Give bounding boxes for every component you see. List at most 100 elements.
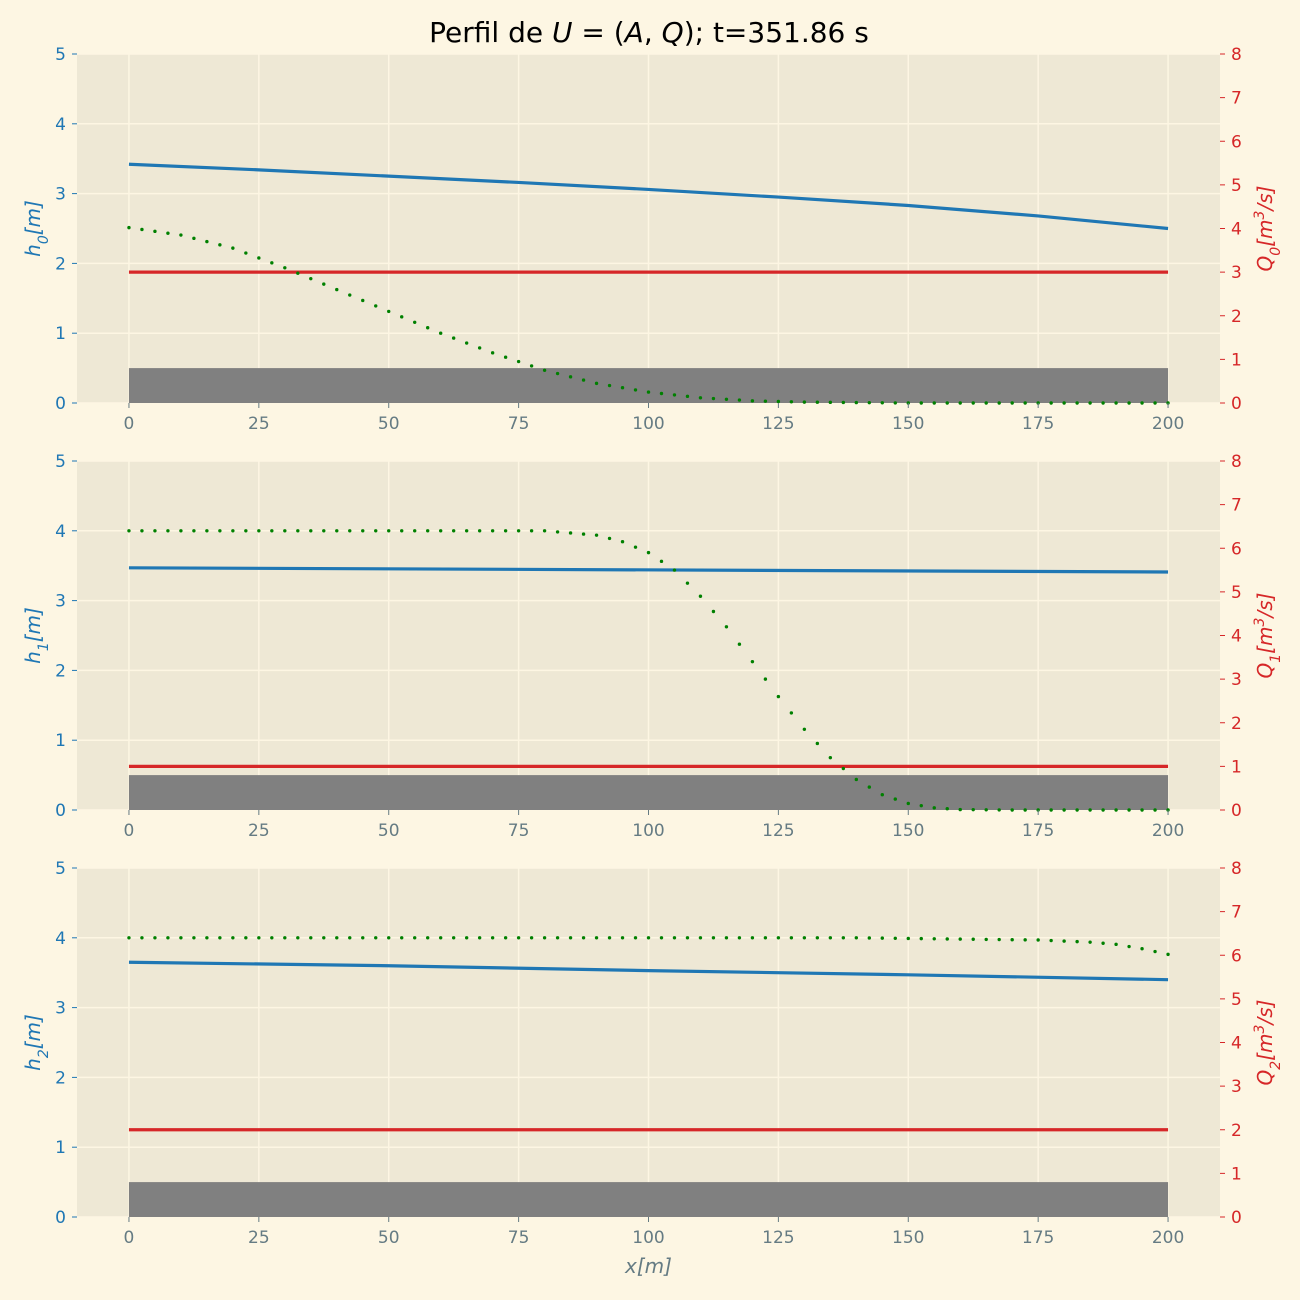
- x-tick-label: 0: [124, 821, 135, 841]
- dotted-point: [192, 236, 196, 241]
- dotted-point: [815, 936, 820, 940]
- dotted-point: [425, 326, 430, 330]
- chart-title: Perfil de U = (A, Q); t=351.86 s: [429, 16, 869, 49]
- y-right-axis-label-part: [m: [1253, 626, 1277, 653]
- dotted-point: [218, 936, 222, 940]
- dotted-point: [413, 529, 417, 533]
- dotted-point: [1075, 808, 1079, 812]
- y-left-tick-label: 2: [55, 661, 66, 681]
- dotted-point: [348, 293, 352, 297]
- dotted-point: [451, 336, 456, 340]
- y-left-tick-label: 5: [55, 45, 66, 65]
- title-prefix: Perfil de: [429, 16, 552, 49]
- y-right-tick-label: 7: [1231, 89, 1242, 109]
- chart-panel-2: 0 25 50 75 100 125 150 175 200012345012345678h2[…: [21, 859, 1284, 1278]
- dotted-point: [179, 529, 183, 533]
- dotted-point: [893, 936, 897, 940]
- dotted-point: [231, 246, 235, 250]
- dotted-point: [984, 808, 988, 812]
- dotted-point: [776, 694, 781, 699]
- dotted-series: [127, 936, 1170, 957]
- y-right-tick-label: 3: [1231, 1077, 1242, 1097]
- dotted-point: [763, 936, 768, 940]
- dotted-point: [685, 394, 690, 399]
- dotted-point: [335, 287, 339, 292]
- dotted-point: [945, 401, 949, 405]
- y-left-axis-label: h2[m]: [21, 1014, 52, 1071]
- dotted-point: [685, 936, 690, 940]
- dotted-point: [270, 261, 274, 265]
- dotted-point: [309, 936, 313, 940]
- x-axis-label: x[m]: [624, 1254, 672, 1278]
- dotted-point: [192, 936, 196, 940]
- dotted-point: [205, 529, 209, 533]
- dotted-point: [1010, 808, 1014, 812]
- dotted-point: [659, 936, 664, 940]
- title-A: A: [623, 16, 644, 49]
- y-right-tick-label: 2: [1231, 307, 1242, 327]
- y-right-axis-label-part: /s]: [1253, 1000, 1277, 1027]
- dotted-point: [919, 401, 923, 405]
- dotted-point: [1166, 952, 1170, 957]
- dotted-point: [672, 393, 677, 397]
- y-right-tick-label: 7: [1231, 903, 1242, 923]
- dotted-point: [283, 936, 287, 940]
- dotted-point: [438, 331, 443, 335]
- dotted-point: [361, 936, 365, 940]
- dotted-point: [477, 529, 482, 533]
- y-left-tick-label: 5: [55, 859, 66, 879]
- dotted-point: [1114, 942, 1118, 947]
- y-left-tick-label: 4: [55, 522, 66, 542]
- y-right-tick-label: 1: [1231, 1164, 1242, 1184]
- dotted-point: [529, 364, 534, 368]
- dotted-point: [542, 936, 547, 940]
- y-left-axis-label-part: h: [21, 651, 45, 664]
- dotted-point: [1114, 808, 1118, 812]
- dotted-point: [205, 936, 209, 940]
- dotted-point: [971, 807, 975, 812]
- y-right-tick-label: 3: [1231, 670, 1242, 690]
- dotted-point: [283, 529, 287, 533]
- dotted-point: [646, 390, 651, 394]
- y-right-tick-label: 8: [1231, 45, 1242, 65]
- dotted-point: [633, 545, 638, 549]
- dotted-point: [841, 766, 846, 771]
- y-right-axis-label-part: 2: [1268, 1061, 1284, 1070]
- dotted-point: [854, 936, 859, 940]
- dotted-point: [1049, 401, 1053, 405]
- dotted-point: [789, 400, 794, 404]
- dotted-point: [1049, 938, 1053, 943]
- y-right-tick-label: 3: [1231, 263, 1242, 283]
- dotted-point: [594, 533, 599, 537]
- dotted-point: [711, 936, 716, 940]
- title-close: ); t=351.86 s: [684, 16, 869, 49]
- dotted-point: [750, 659, 755, 664]
- dotted-point: [1036, 938, 1040, 942]
- dotted-point: [932, 806, 936, 810]
- dotted-point: [1140, 808, 1144, 812]
- dotted-point: [1023, 938, 1027, 942]
- dotted-point: [322, 529, 326, 533]
- dotted-point: [425, 936, 430, 940]
- dotted-point: [205, 239, 209, 244]
- dotted-point: [919, 803, 923, 808]
- dotted-point: [789, 711, 794, 715]
- depth-line: [128, 960, 1169, 982]
- dotted-point: [257, 529, 261, 533]
- panels: 0 25 50 75 100 125 150 175 200012345012345678h0[…: [21, 45, 1284, 1278]
- dotted-point: [322, 936, 326, 940]
- title-Q: Q: [662, 16, 684, 49]
- x-tick-label: 0: [124, 414, 135, 434]
- dotted-point: [555, 530, 560, 534]
- dotted-point: [568, 375, 573, 379]
- dotted-point: [1101, 808, 1105, 812]
- x-tick-label: 200: [1152, 821, 1184, 841]
- y-left-axis-label: h0[m]: [21, 200, 52, 257]
- dotted-series: [127, 529, 1170, 812]
- y-left-tick-label: 3: [55, 999, 66, 1019]
- dotted-point: [140, 936, 144, 940]
- dotted-point: [490, 351, 495, 355]
- dotted-point: [503, 529, 508, 533]
- dotted-point: [296, 529, 300, 533]
- dotted-point: [1062, 939, 1066, 943]
